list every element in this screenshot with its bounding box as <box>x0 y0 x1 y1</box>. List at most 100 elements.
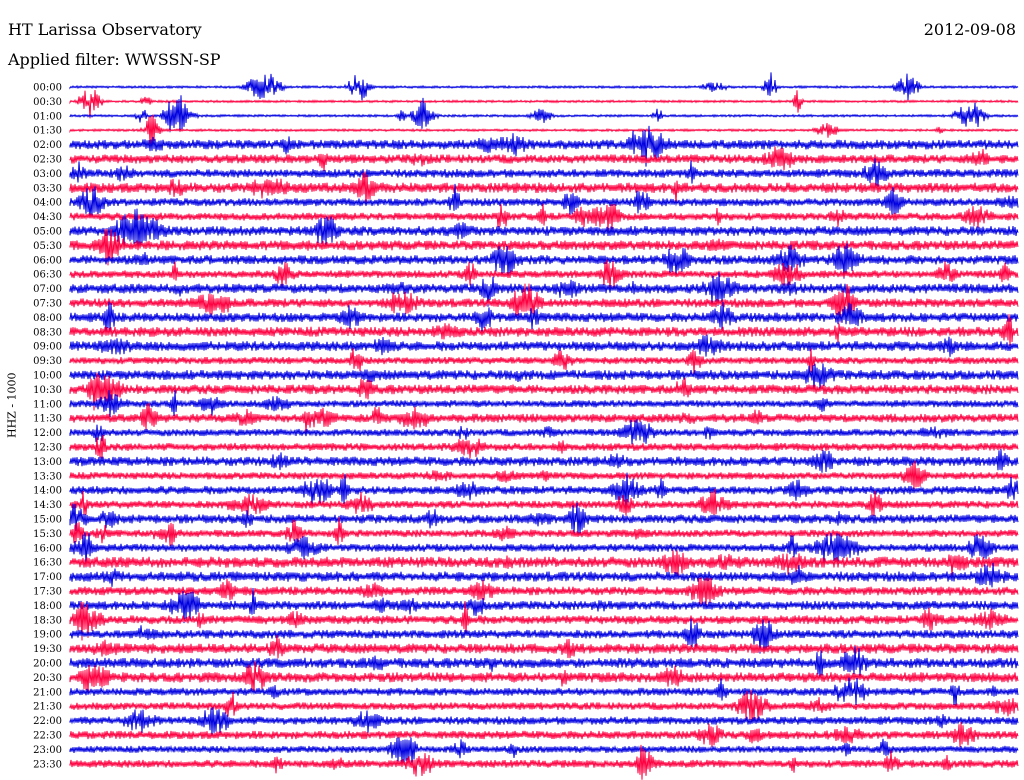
trace-time-label: 17:00 <box>33 572 62 583</box>
seismic-trace <box>69 577 1019 607</box>
plot-date: 2012-09-08 <box>923 20 1016 39</box>
seismic-trace <box>69 601 1019 641</box>
seismic-trace <box>69 646 1019 678</box>
seismic-trace <box>69 403 1019 433</box>
seismic-trace <box>69 677 1019 707</box>
seismic-trace <box>69 707 1019 735</box>
seismic-trace <box>69 690 1019 723</box>
trace-time-label: 01:00 <box>33 111 62 122</box>
trace-time-label: 13:00 <box>33 457 62 468</box>
seismic-trace <box>69 737 1019 763</box>
trace-time-label: 14:30 <box>33 500 62 511</box>
seismic-trace <box>69 171 1019 206</box>
trace-time-label: 06:30 <box>33 270 62 281</box>
trace-time-label: 22:30 <box>33 731 62 742</box>
trace-time-label: 05:30 <box>33 241 62 252</box>
trace-time-label: 06:00 <box>33 255 62 266</box>
trace-time-label: 18:30 <box>33 615 62 626</box>
trace-time-label: 04:30 <box>33 212 62 223</box>
seismic-trace <box>69 243 1019 279</box>
trace-time-label: 15:30 <box>33 529 62 540</box>
trace-time-label: 13:30 <box>33 471 62 482</box>
seismic-trace <box>69 502 1019 537</box>
seismic-trace <box>69 661 1019 694</box>
seismic-trace <box>69 158 1019 187</box>
seismic-trace <box>69 635 1019 659</box>
seismic-trace <box>69 301 1019 332</box>
trace-time-label: 11:00 <box>33 399 62 410</box>
seismic-trace <box>69 587 1019 624</box>
trace-time-label: 02:00 <box>33 140 62 151</box>
seismic-trace <box>69 125 1019 167</box>
seismic-trace <box>69 744 1019 780</box>
observatory-title: HT Larissa Observatory <box>8 20 202 39</box>
trace-time-label: 01:30 <box>33 126 62 137</box>
trace-time-label: 19:30 <box>33 644 62 655</box>
trace-time-label: 02:30 <box>33 155 62 166</box>
trace-time-label: 22:00 <box>33 716 62 727</box>
trace-time-label: 04:00 <box>33 198 62 209</box>
trace-time-label: 11:30 <box>33 414 62 425</box>
seismic-trace <box>69 208 1019 248</box>
trace-time-label: 07:00 <box>33 284 62 295</box>
trace-time-label: 00:00 <box>33 83 62 94</box>
seismic-trace <box>69 95 1019 133</box>
filter-label: Applied filter: WWSSN-SP <box>8 50 221 69</box>
seismic-trace <box>69 488 1019 516</box>
seismic-trace <box>69 618 1019 654</box>
trace-time-label: 00:30 <box>33 97 62 108</box>
trace-time-label: 10:00 <box>33 371 62 382</box>
seismic-trace <box>69 348 1019 375</box>
seismic-trace <box>69 532 1019 568</box>
trace-time-label: 12:00 <box>33 428 62 439</box>
trace-time-label: 09:30 <box>33 356 62 367</box>
trace-time-label: 07:30 <box>33 299 62 310</box>
seismic-trace <box>69 146 1019 172</box>
trace-time-label: 14:00 <box>33 486 62 497</box>
trace-time-label: 21:30 <box>33 702 62 713</box>
seismic-trace <box>69 419 1019 445</box>
seismic-trace <box>69 449 1019 473</box>
trace-time-label: 08:30 <box>33 327 62 338</box>
seismic-trace <box>69 517 1019 547</box>
trace-time-label: 15:00 <box>33 515 62 526</box>
seismic-trace <box>69 434 1019 459</box>
trace-time-label: 17:30 <box>33 587 62 598</box>
seismic-trace <box>69 472 1019 508</box>
trace-time-label: 10:30 <box>33 385 62 396</box>
seismic-trace <box>69 228 1019 266</box>
seismic-trace <box>69 390 1019 418</box>
trace-time-label: 12:30 <box>33 443 62 454</box>
seismic-trace <box>69 183 1019 219</box>
seismic-trace <box>69 550 1019 577</box>
trace-time-label: 20:00 <box>33 659 62 670</box>
trace-time-label: 23:30 <box>33 759 62 770</box>
trace-time-label: 03:00 <box>33 169 62 180</box>
trace-time-label: 08:00 <box>33 313 62 324</box>
seismic-trace <box>69 334 1019 357</box>
seismic-trace <box>69 460 1019 490</box>
trace-time-label: 21:00 <box>33 687 62 698</box>
seismic-trace <box>69 721 1019 747</box>
trace-time-label: 23:00 <box>33 745 62 756</box>
seismic-trace <box>69 562 1019 588</box>
trace-time-label: 05:00 <box>33 227 62 238</box>
seismic-trace <box>69 314 1019 346</box>
trace-time-label: 18:00 <box>33 601 62 612</box>
seismic-trace <box>69 89 1019 119</box>
seismic-trace <box>69 372 1019 411</box>
seismic-trace <box>69 114 1019 145</box>
trace-time-label: 20:30 <box>33 673 62 684</box>
seismic-trace <box>69 203 1019 232</box>
seismic-trace <box>69 283 1019 323</box>
seismic-trace <box>69 363 1019 391</box>
trace-time-label: 19:00 <box>33 630 62 641</box>
trace-time-label: 16:00 <box>33 543 62 554</box>
trace-time-label: 03:30 <box>33 183 62 194</box>
seismic-trace <box>69 259 1019 291</box>
trace-time-label: 16:30 <box>33 558 62 569</box>
seismic-trace <box>69 271 1019 307</box>
trace-time-label: 09:00 <box>33 342 62 353</box>
seismic-trace <box>69 72 1019 101</box>
